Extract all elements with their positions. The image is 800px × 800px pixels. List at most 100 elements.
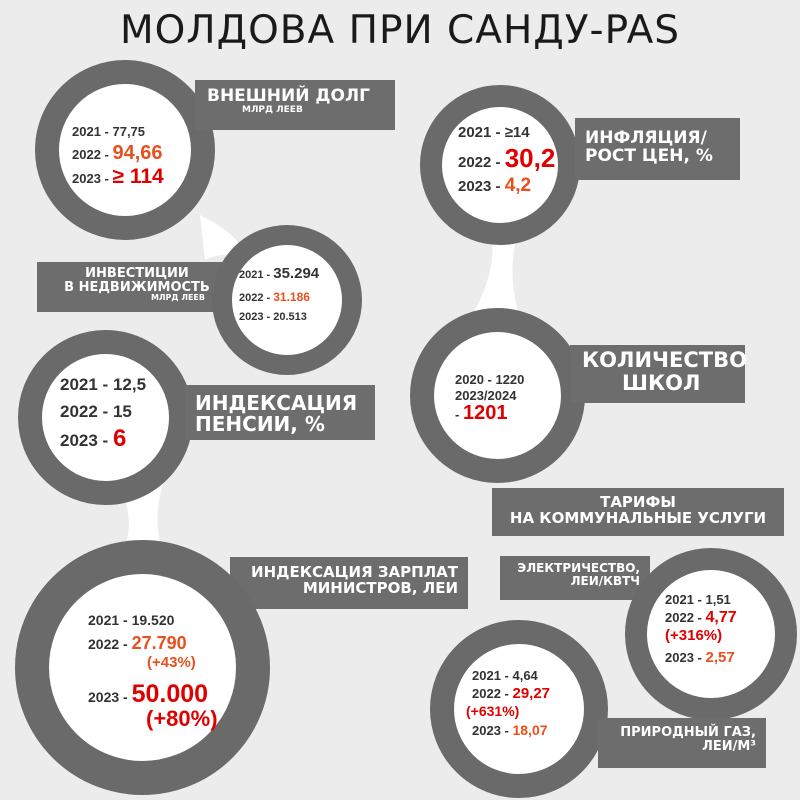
gas-label-line1: ПРИРОДНЫЙ ГАЗ, bbox=[620, 725, 756, 740]
debt-year: 2023 - bbox=[72, 171, 113, 186]
ministers-row-2022-pct: (+43%) bbox=[147, 654, 196, 671]
inflation-value: 30,2 bbox=[504, 143, 556, 173]
inflation-year: 2022 - bbox=[458, 154, 505, 171]
ministers-value: 27.790 bbox=[131, 633, 187, 653]
ministers-year: 2023 - bbox=[88, 689, 132, 705]
debt-value: 94,66 bbox=[112, 142, 163, 164]
ministers-label: ИНДЕКСАЦИЯ ЗАРПЛАТ МИНИСТРОВ, ЛЕИ bbox=[230, 557, 468, 609]
electricity-label-line1: ЭЛЕКТРИЧЕСТВО, bbox=[517, 561, 640, 575]
ministers-year: 2022 - bbox=[88, 636, 132, 652]
debt-row-2023: 2023 - ≥ 114 bbox=[72, 165, 164, 189]
gas-row-2022: 2022 - 29,27 bbox=[472, 685, 550, 702]
inflation-row-2023: 2023 - 4,2 bbox=[458, 175, 531, 197]
pension-value: 12,5 bbox=[112, 375, 147, 394]
inflation-row-2022: 2022 - 30,2 bbox=[458, 143, 555, 174]
ministers-row-2021: 2021 - 19.520 bbox=[88, 612, 174, 628]
debt-label-text: ВНЕШНИЙ ДОЛГ bbox=[207, 86, 370, 106]
gas-row-2022-pct: (+631%) bbox=[466, 703, 520, 719]
investments-label-line1: ИНВЕСТИЦИИ bbox=[85, 266, 189, 281]
schools-label-line1: КОЛИЧЕСТВО bbox=[582, 348, 747, 372]
pension-label: ИНДЕКСАЦИЯ ПЕНСИИ, % bbox=[185, 385, 375, 440]
pension-year: 2023 - bbox=[60, 431, 113, 450]
schools-label-line2: ШКОЛ bbox=[622, 371, 701, 396]
pension-row-2023: 2023 - 6 bbox=[60, 425, 126, 453]
electricity-row-2022-pct: (+316%) bbox=[665, 627, 723, 644]
pension-row-2022: 2022 - 15 bbox=[60, 402, 132, 422]
pension-value: 6 bbox=[112, 425, 127, 452]
connector-inflation-schools bbox=[470, 225, 520, 318]
gas-value: 4,64 bbox=[512, 668, 538, 683]
gas-value: 29,27 bbox=[512, 685, 551, 702]
pension-row-2021: 2021 - 12,5 bbox=[60, 375, 146, 395]
investments-value: 20.513 bbox=[273, 311, 307, 323]
pension-label-line2: ПЕНСИИ, % bbox=[195, 412, 325, 436]
schools-label: КОЛИЧЕСТВО ШКОЛ bbox=[570, 345, 747, 403]
investments-value: 31.186 bbox=[273, 290, 310, 304]
investments-year: 2023 - bbox=[239, 311, 274, 323]
electricity-year: 2021 - bbox=[665, 592, 706, 607]
investments-value: 35.294 bbox=[273, 265, 320, 282]
gas-year: 2023 - bbox=[472, 723, 513, 738]
gas-year: 2021 - bbox=[472, 668, 513, 683]
electricity-value: 1,51 bbox=[705, 592, 731, 607]
pension-year: 2022 - bbox=[60, 402, 113, 421]
ministers-label-line2: МИНИСТРОВ, ЛЕИ bbox=[302, 578, 458, 597]
ministers-row-2023-pct: (+80%) bbox=[146, 706, 218, 731]
electricity-row-2021: 2021 - 1,51 bbox=[665, 592, 731, 607]
inflation-label-line1: ИНФЛЯЦИЯ/ bbox=[585, 128, 707, 148]
electricity-row-2023: 2023 - 2,57 bbox=[665, 649, 735, 666]
pension-label-line1: ИНДЕКСАЦИЯ bbox=[195, 391, 358, 415]
gas-value: 18,07 bbox=[512, 722, 548, 738]
debt-year: 2021 - bbox=[72, 124, 113, 139]
investments-label-line2: В НЕДВИЖИМОСТЬ bbox=[64, 279, 210, 295]
ministers-value: 19.520 bbox=[131, 612, 175, 628]
electricity-value: 2,57 bbox=[705, 649, 735, 666]
debt-row-2021: 2021 - 77,75 bbox=[72, 124, 145, 139]
ministers-label-line1: ИНДЕКСАЦИЯ ЗАРПЛАТ bbox=[251, 563, 458, 581]
debt-value: ≥ 114 bbox=[112, 165, 164, 188]
ministers-value: 50.000 bbox=[131, 680, 209, 708]
debt-label: ВНЕШНИЙ ДОЛГ МЛРД ЛЕЕВ bbox=[195, 80, 395, 130]
gas-label-line2: ЛЕИ/М³ bbox=[702, 738, 756, 754]
inflation-value: 4,2 bbox=[504, 175, 532, 196]
investments-year: 2022 - bbox=[239, 292, 274, 304]
inflation-year: 2023 - bbox=[458, 178, 505, 195]
investments-row-2022: 2022 - 31.186 bbox=[239, 290, 310, 304]
ministers-row-2023: 2023 - 50.000 bbox=[88, 680, 208, 709]
pension-year: 2021 - bbox=[60, 375, 113, 394]
inflation-label-line2: РОСТ ЦЕН, % bbox=[585, 145, 713, 166]
gas-row-2023: 2023 - 18,07 bbox=[472, 722, 548, 738]
debt-row-2022: 2022 - 94,66 bbox=[72, 142, 163, 165]
investments-label: ИНВЕСТИЦИИ В НЕДВИЖИМОСТЬ МЛРД ЛЕЕВ bbox=[37, 262, 237, 312]
pension-value: 15 bbox=[112, 402, 132, 421]
page-title: МОЛДОВА ПРИ САНДУ-PAS bbox=[119, 8, 681, 53]
schools-row-1: 2020 - 1220 bbox=[455, 372, 525, 387]
inflation-label: ИНФЛЯЦИЯ/ РОСТ ЦЕН, % bbox=[575, 118, 740, 180]
schools-row-3: - 1201 bbox=[455, 402, 507, 425]
electricity-value: 4,77 bbox=[705, 609, 737, 626]
gas-label: ПРИРОДНЫЙ ГАЗ, ЛЕИ/М³ bbox=[598, 718, 766, 768]
schools-row-2: 2023/2024 bbox=[455, 388, 517, 403]
investments-row-2023: 2023 - 20.513 bbox=[239, 311, 307, 323]
inflation-row-2021: 2021 - ≥14 bbox=[458, 124, 530, 141]
gas-row-2021: 2021 - 4,64 bbox=[472, 668, 538, 683]
schools-row3-prefix: - bbox=[455, 407, 463, 422]
debt-unit: МЛРД ЛЕЕВ bbox=[242, 104, 303, 115]
ministers-row-2022: 2022 - 27.790 bbox=[88, 633, 187, 654]
electricity-row-2022: 2022 - 4,77 bbox=[665, 609, 737, 627]
debt-year: 2022 - bbox=[72, 147, 113, 162]
investments-unit: МЛРД ЛЕЕВ bbox=[150, 293, 205, 303]
investments-year: 2021 - bbox=[239, 269, 274, 281]
ministers-circle bbox=[15, 540, 270, 795]
investments-row-2021: 2021 - 35.294 bbox=[239, 265, 319, 282]
ministers-year: 2021 - bbox=[88, 612, 132, 628]
schools-row3-value: 1201 bbox=[462, 402, 508, 424]
inflation-year: 2021 - bbox=[458, 124, 505, 141]
inflation-value: ≥14 bbox=[504, 124, 530, 141]
tariffs-label-line1: ТАРИФЫ bbox=[600, 493, 676, 511]
electricity-year: 2023 - bbox=[665, 650, 706, 665]
tariffs-label-line2: НА КОММУНАЛЬНЫЕ УСЛУГИ bbox=[509, 508, 767, 527]
gas-year: 2022 - bbox=[472, 686, 513, 701]
tariffs-label: ТАРИФЫ НА КОММУНАЛЬНЫЕ УСЛУГИ bbox=[492, 488, 784, 536]
electricity-label-line2: ЛЕИ/КВТЧ bbox=[570, 573, 640, 588]
